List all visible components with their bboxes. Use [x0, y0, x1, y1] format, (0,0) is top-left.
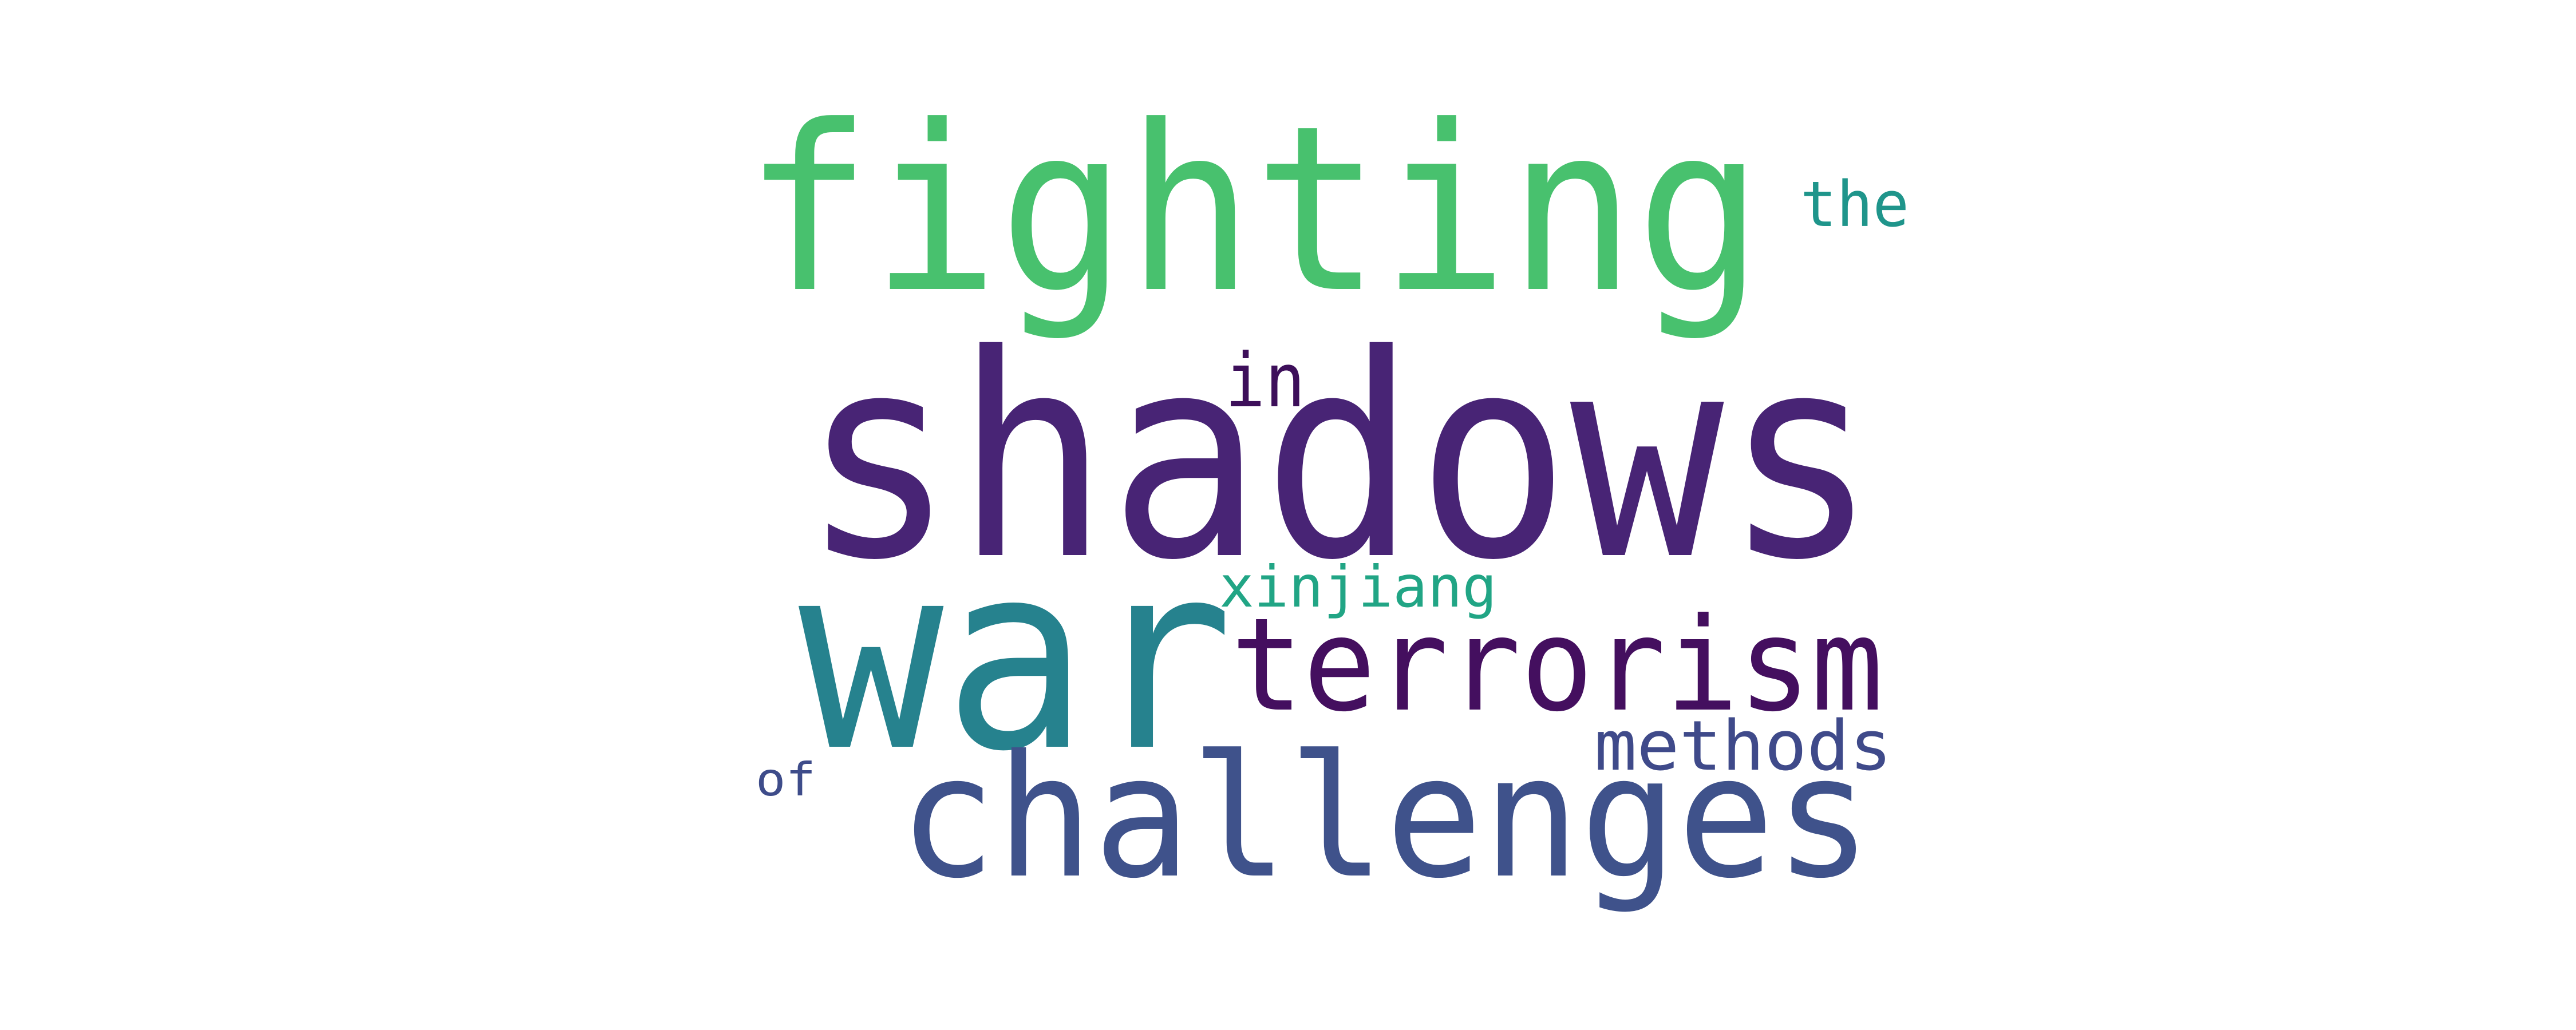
word-shadows: shadows: [801, 295, 1878, 621]
word-the: the: [1800, 168, 1909, 241]
word-fighting: fighting: [744, 77, 1763, 343]
word-in: in: [1225, 337, 1305, 424]
word-methods: methods: [1594, 707, 1892, 786]
word-challenges: challenges: [899, 719, 1872, 916]
word-of: of: [756, 753, 816, 806]
word-war: war: [799, 508, 1234, 808]
word-xinjiang: xinjiang: [1219, 553, 1497, 620]
word-terrorism: terrorism: [1231, 591, 1883, 740]
